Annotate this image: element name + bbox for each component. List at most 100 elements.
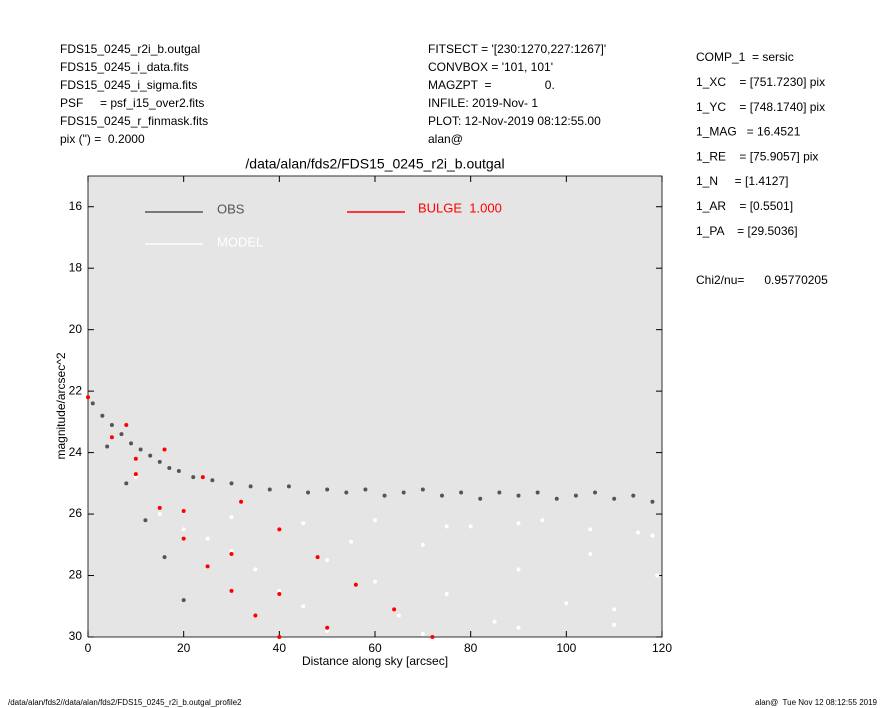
point: [325, 487, 330, 492]
point: [373, 579, 377, 584]
x-tick-label: 60: [368, 641, 382, 655]
point: [478, 496, 483, 501]
chart-title: /data/alan/fds2/FDS15_0245_r2i_b.outgal: [245, 156, 504, 172]
point: [516, 493, 521, 498]
point: [229, 548, 234, 553]
footer-right: alan@ Tue Nov 12 08:12:55 2019: [755, 698, 878, 707]
point: [444, 591, 449, 596]
point: [167, 465, 172, 470]
y-tick-label: 24: [69, 445, 83, 459]
point: [277, 635, 282, 639]
point: [176, 469, 181, 474]
x-axis-label: Distance along sky [arcsec]: [302, 654, 448, 668]
point: [353, 582, 358, 587]
point: [382, 493, 387, 498]
header-middle-line: CONVBOX = '101, 101': [428, 60, 553, 74]
point: [564, 601, 569, 606]
parameter-line: 1_XC = [751.7230] pix: [696, 75, 825, 89]
point: [593, 490, 598, 495]
header-left-line: PSF = psf_i15_over2.fits: [60, 96, 204, 110]
point: [459, 490, 464, 495]
point: [109, 422, 114, 427]
y-tick-label: 20: [69, 322, 83, 336]
point: [420, 487, 425, 492]
parameter-line: COMP_1 = sersic: [696, 50, 794, 64]
point: [200, 475, 205, 480]
point: [325, 628, 330, 633]
y-tick-label: 26: [69, 506, 83, 520]
point: [239, 499, 244, 504]
point: [612, 622, 617, 627]
header-left-line: FDS15_0245_i_sigma.fits: [60, 78, 197, 92]
footer-left: /data/alan/fds2//data/alan/fds2/FDS15_02…: [8, 698, 242, 707]
point: [210, 478, 215, 483]
y-tick-label: 30: [69, 629, 83, 643]
point: [157, 505, 162, 510]
point: [205, 536, 210, 541]
point: [105, 444, 110, 449]
point: [162, 447, 167, 452]
point: [420, 542, 425, 547]
point: [157, 459, 162, 464]
point: [349, 539, 354, 544]
point: [253, 613, 258, 618]
header-middle-line: MAGZPT = 0.: [428, 78, 555, 92]
point: [612, 607, 617, 612]
point: [535, 490, 540, 495]
y-tick-label: 16: [69, 199, 83, 213]
point: [554, 496, 559, 501]
point: [157, 512, 162, 517]
point: [315, 555, 320, 560]
point: [306, 490, 311, 495]
point: [119, 432, 124, 437]
point: [636, 530, 641, 535]
header-left-line: FDS15_0245_i_data.fits: [60, 60, 189, 74]
point: [229, 515, 234, 520]
header-middle-line: FITSECT = '[230:1270,227:1267]': [428, 42, 606, 56]
point: [181, 536, 186, 541]
point: [439, 493, 444, 498]
point: [573, 493, 578, 498]
point: [363, 487, 368, 492]
y-tick-label: 28: [69, 568, 83, 582]
y-axis-label: magnitude/arcsec^2: [54, 352, 68, 459]
point: [392, 607, 397, 612]
point: [631, 493, 636, 498]
point: [468, 524, 473, 529]
point: [133, 475, 138, 480]
point: [129, 441, 134, 446]
point: [133, 472, 138, 477]
point: [650, 533, 655, 538]
parameter-line: 1_RE = [75.9057] pix: [696, 149, 818, 163]
point: [344, 490, 349, 495]
point: [277, 588, 282, 593]
point: [612, 496, 617, 501]
point: [588, 527, 593, 532]
point: [650, 499, 655, 504]
point: [181, 527, 186, 532]
point: [301, 604, 306, 609]
parameter-line: 1_N = [1.4127]: [696, 174, 788, 188]
point: [181, 508, 186, 513]
point: [100, 413, 105, 418]
header-middle-line: INFILE: 2019-Nov- 1: [428, 96, 538, 110]
header-left-line: FDS15_0245_r2i_b.outgal: [60, 42, 200, 56]
header-left-line: FDS15_0245_r_finmask.fits: [60, 114, 208, 128]
x-tick-label: 20: [177, 641, 191, 655]
point: [325, 558, 330, 563]
parameter-line: 1_YC = [748.1740] pix: [696, 100, 825, 114]
point: [588, 552, 593, 557]
point: [655, 573, 660, 578]
point: [497, 490, 502, 495]
point: [124, 422, 129, 427]
point: [205, 564, 210, 569]
point: [516, 625, 521, 630]
point: [248, 484, 253, 489]
y-tick-label: 22: [69, 383, 83, 397]
x-tick-label: 80: [464, 641, 478, 655]
chi2: Chi2/nu= 0.95770205: [696, 273, 828, 287]
point: [516, 567, 521, 572]
point: [373, 518, 377, 523]
y-tick-label: 18: [69, 260, 83, 274]
